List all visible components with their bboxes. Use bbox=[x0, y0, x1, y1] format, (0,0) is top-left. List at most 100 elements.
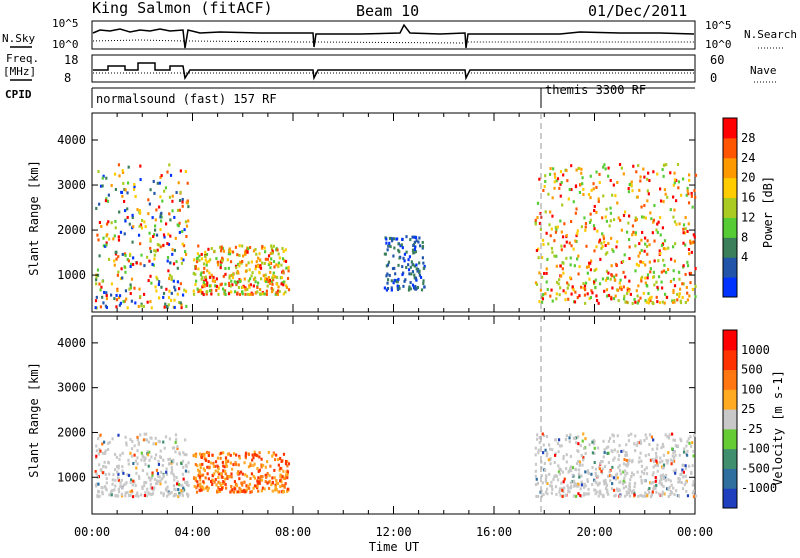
data-cell bbox=[575, 207, 578, 211]
data-cell bbox=[598, 172, 601, 176]
data-cell bbox=[205, 283, 209, 287]
data-cell bbox=[627, 289, 630, 293]
data-cell bbox=[117, 489, 121, 493]
data-cell bbox=[661, 473, 664, 477]
data-cell bbox=[677, 476, 680, 480]
data-cell bbox=[195, 260, 199, 264]
data-cell bbox=[282, 269, 285, 273]
colorbar-tick-label: 4 bbox=[741, 250, 748, 264]
data-cell bbox=[106, 199, 110, 203]
data-cell bbox=[555, 280, 559, 284]
data-cell bbox=[598, 240, 601, 244]
data-cell bbox=[588, 221, 592, 225]
data-cell bbox=[624, 485, 628, 489]
data-cell bbox=[540, 494, 544, 498]
data-cell bbox=[126, 207, 129, 211]
data-cell bbox=[185, 453, 188, 457]
data-cell bbox=[396, 284, 399, 288]
data-cell bbox=[207, 460, 210, 464]
data-cell bbox=[570, 292, 573, 296]
data-cell bbox=[193, 484, 196, 488]
data-cell bbox=[575, 441, 578, 445]
colorbar-swatch bbox=[723, 118, 737, 139]
data-cell bbox=[143, 264, 146, 268]
data-cell bbox=[627, 221, 630, 225]
data-cell bbox=[606, 451, 609, 455]
data-cell bbox=[656, 443, 659, 447]
colorbar-tick-label: 24 bbox=[741, 151, 755, 165]
data-cell bbox=[573, 482, 576, 486]
data-cell bbox=[153, 253, 156, 257]
data-cell bbox=[280, 490, 283, 494]
data-cell bbox=[163, 446, 166, 450]
data-cell bbox=[543, 271, 546, 275]
data-cell bbox=[143, 220, 146, 224]
data-cell bbox=[95, 454, 98, 458]
data-cell bbox=[397, 284, 401, 288]
data-cell bbox=[108, 237, 111, 241]
colorbar-swatch bbox=[723, 137, 737, 159]
data-cell bbox=[547, 242, 550, 246]
data-cell bbox=[551, 487, 554, 491]
data-cell bbox=[548, 223, 551, 227]
data-cell bbox=[244, 451, 248, 455]
freq-line bbox=[93, 62, 694, 81]
data-cell bbox=[624, 275, 627, 279]
data-cell bbox=[558, 293, 561, 297]
data-cell bbox=[267, 480, 270, 484]
data-cell bbox=[110, 184, 113, 188]
data-cell bbox=[229, 249, 232, 253]
data-cell bbox=[647, 292, 650, 296]
power-data-layer bbox=[94, 163, 698, 310]
data-cell bbox=[584, 470, 587, 474]
data-cell bbox=[185, 483, 189, 487]
station-title: King Salmon (fitACF) bbox=[92, 0, 273, 17]
data-cell bbox=[119, 277, 123, 281]
data-cell bbox=[690, 191, 693, 195]
data-cell bbox=[568, 187, 571, 191]
data-cell bbox=[644, 216, 648, 220]
data-cell bbox=[165, 467, 168, 471]
data-cell bbox=[273, 476, 276, 480]
data-cell bbox=[556, 177, 560, 181]
data-cell bbox=[263, 487, 266, 491]
data-cell bbox=[202, 280, 205, 284]
data-cell bbox=[542, 443, 545, 447]
data-cell bbox=[598, 238, 602, 242]
data-cell bbox=[692, 495, 696, 499]
data-cell bbox=[679, 473, 682, 477]
data-cell bbox=[681, 487, 685, 491]
data-cell bbox=[648, 296, 652, 300]
data-cell bbox=[418, 236, 421, 240]
data-cell bbox=[573, 484, 576, 488]
x-tick-label: 00:00 bbox=[677, 525, 713, 539]
data-cell bbox=[554, 485, 558, 489]
data-cell bbox=[244, 490, 247, 494]
data-cell bbox=[388, 236, 392, 240]
data-cell bbox=[686, 264, 690, 268]
data-cell bbox=[562, 454, 565, 458]
data-cell bbox=[692, 480, 695, 484]
data-cell bbox=[247, 247, 250, 251]
data-cell bbox=[639, 451, 642, 455]
data-cell bbox=[640, 479, 643, 483]
data-cell bbox=[407, 263, 410, 267]
data-cell bbox=[204, 458, 208, 462]
data-cell bbox=[568, 241, 571, 245]
data-cell bbox=[667, 246, 670, 250]
data-cell bbox=[553, 186, 556, 190]
data-cell bbox=[555, 228, 558, 232]
data-cell bbox=[150, 455, 153, 459]
data-cell bbox=[633, 449, 637, 453]
data-cell bbox=[637, 254, 640, 258]
data-cell bbox=[207, 453, 210, 457]
data-cell bbox=[584, 228, 587, 232]
data-cell bbox=[677, 480, 680, 484]
data-cell bbox=[682, 264, 685, 268]
data-cell bbox=[673, 298, 676, 302]
data-cell bbox=[667, 487, 670, 491]
data-cell bbox=[107, 220, 110, 224]
data-cell bbox=[218, 245, 222, 249]
data-cell bbox=[187, 205, 190, 209]
data-cell bbox=[589, 259, 593, 263]
